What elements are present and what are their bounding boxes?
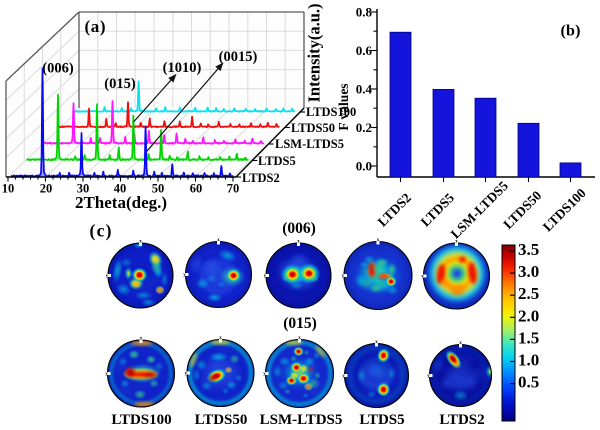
svg-text:0.4: 0.4: [356, 82, 373, 97]
svg-text:y: y: [264, 274, 267, 279]
svg-text:LSM-LTDS5: LSM-LTDS5: [260, 412, 343, 428]
svg-text:(c): (c): [90, 221, 112, 241]
svg-text:LTDS50: LTDS50: [195, 412, 248, 428]
svg-text:(0015): (0015): [219, 49, 258, 65]
svg-text:x: x: [375, 340, 378, 345]
svg-text:LTDS100: LTDS100: [306, 105, 356, 119]
svg-text:y: y: [106, 274, 109, 279]
svg-text:y: y: [342, 374, 345, 379]
svg-text:LTDS5: LTDS5: [359, 412, 404, 428]
svg-text:30: 30: [77, 182, 90, 196]
svg-text:2.5: 2.5: [518, 284, 539, 303]
svg-text:1.0: 1.0: [518, 351, 539, 370]
svg-text:LTDS50: LTDS50: [500, 188, 544, 232]
svg-text:0.5: 0.5: [518, 373, 539, 392]
svg-text:50: 50: [152, 182, 165, 196]
svg-text:60: 60: [190, 182, 203, 196]
svg-text:3.0: 3.0: [518, 262, 539, 281]
svg-text:1.5: 1.5: [518, 328, 539, 347]
svg-text:LTDS100: LTDS100: [111, 412, 171, 428]
svg-text:LSM-LTDS5: LSM-LTDS5: [448, 178, 511, 241]
svg-text:x: x: [455, 240, 458, 245]
svg-text:40: 40: [114, 182, 127, 196]
svg-text:x: x: [140, 337, 143, 342]
svg-text:0.0: 0.0: [356, 159, 372, 174]
svg-text:0.6: 0.6: [356, 43, 373, 58]
svg-text:x: x: [459, 341, 462, 346]
svg-text:x: x: [219, 336, 222, 341]
svg-text:(1010): (1010): [163, 60, 202, 76]
svg-text:LTDS5: LTDS5: [258, 154, 296, 168]
svg-text:70: 70: [227, 182, 240, 196]
svg-text:y: y: [185, 372, 188, 377]
svg-text:y: y: [342, 274, 345, 279]
svg-text:(015): (015): [283, 315, 317, 332]
svg-text:3.5: 3.5: [518, 240, 539, 259]
svg-text:LTDS5: LTDS5: [418, 190, 458, 230]
svg-text:x: x: [377, 238, 380, 243]
svg-text:2.0: 2.0: [518, 306, 539, 325]
svg-text:y: y: [183, 273, 186, 278]
svg-text:x: x: [297, 240, 300, 245]
svg-text:LTDS50: LTDS50: [291, 121, 335, 135]
svg-text:0.8: 0.8: [356, 5, 373, 20]
svg-text:10: 10: [2, 182, 15, 196]
svg-text:(006): (006): [42, 61, 74, 77]
svg-text:(b): (b): [561, 23, 581, 40]
svg-text:(a): (a): [85, 17, 106, 36]
svg-text:y: y: [263, 372, 266, 377]
svg-text:LTDS2: LTDS2: [439, 412, 484, 428]
svg-text:Intensity(a.u.): Intensity(a.u.): [305, 3, 324, 102]
svg-text:0.2: 0.2: [356, 120, 372, 135]
svg-text:20: 20: [40, 182, 53, 196]
svg-text:LTDS100: LTDS100: [540, 185, 589, 234]
svg-text:LTDS2: LTDS2: [242, 171, 280, 185]
svg-text:x: x: [298, 336, 301, 341]
svg-text:F values: F values: [336, 83, 351, 130]
svg-text:LTDS2: LTDS2: [375, 190, 415, 230]
svg-text:2Theta(deg.): 2Theta(deg.): [75, 193, 167, 212]
svg-text:y: y: [427, 374, 430, 379]
svg-text:x: x: [217, 238, 220, 243]
svg-text:(015): (015): [104, 76, 136, 92]
svg-text:LSM-LTDS5: LSM-LTDS5: [275, 137, 344, 151]
svg-text:x: x: [139, 240, 142, 245]
svg-text:(006): (006): [282, 220, 316, 237]
svg-text:y: y: [421, 275, 424, 280]
svg-text:y: y: [105, 372, 108, 377]
